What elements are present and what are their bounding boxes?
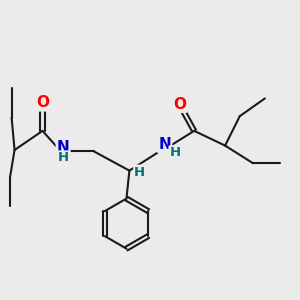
Text: H: H bbox=[169, 146, 181, 159]
Text: O: O bbox=[36, 95, 49, 110]
Text: H: H bbox=[58, 152, 69, 164]
Text: N: N bbox=[158, 137, 171, 152]
Text: H: H bbox=[134, 166, 145, 178]
Text: N: N bbox=[57, 140, 70, 155]
Text: O: O bbox=[173, 97, 186, 112]
